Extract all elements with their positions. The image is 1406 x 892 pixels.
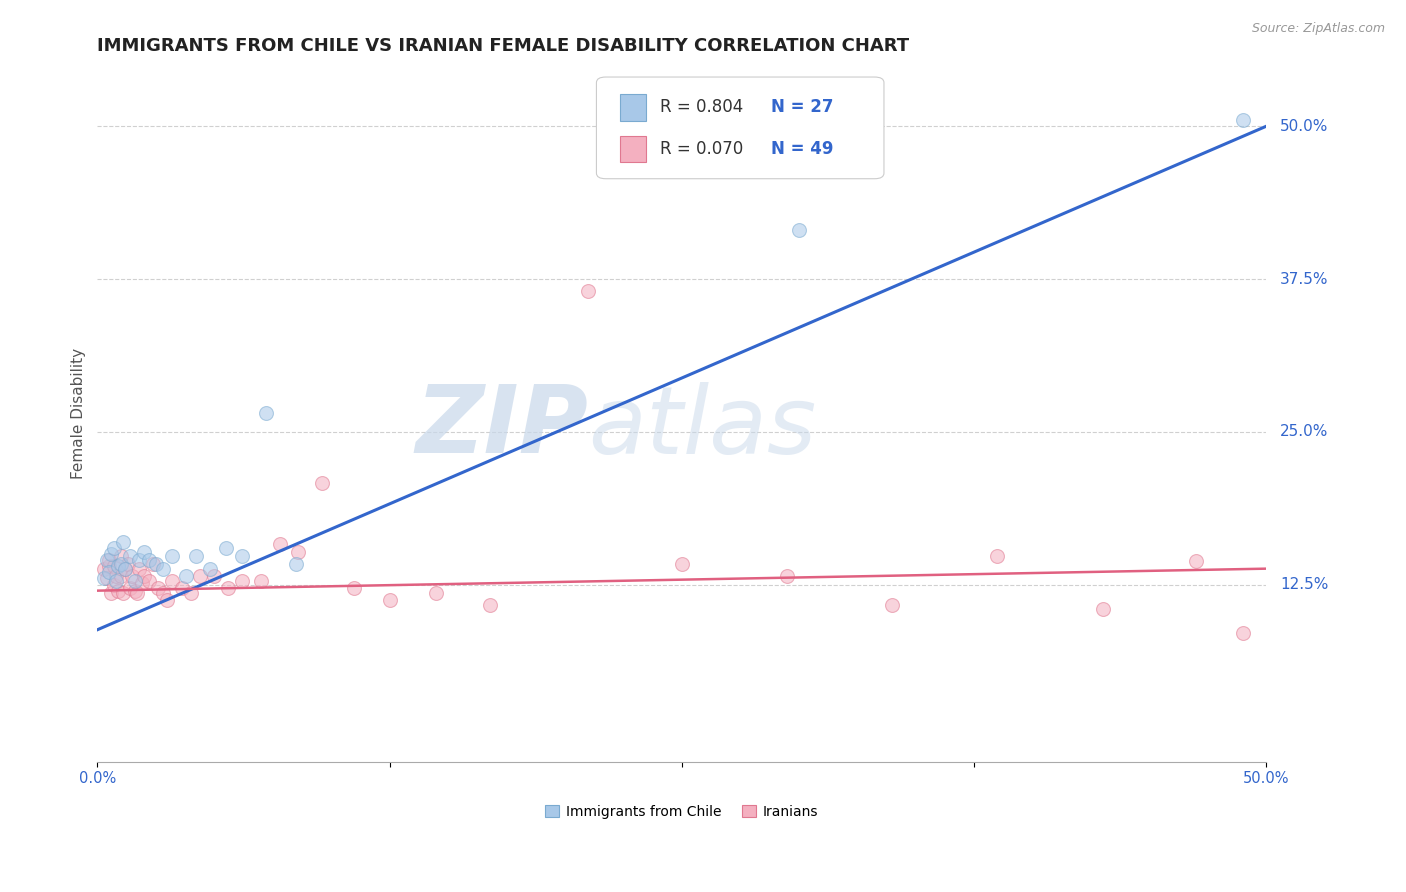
Point <box>128 553 150 567</box>
Point <box>174 569 197 583</box>
Point <box>1232 626 1254 640</box>
Point <box>198 562 221 576</box>
Point <box>117 557 139 571</box>
Point <box>145 557 167 571</box>
Point <box>107 583 129 598</box>
Point <box>96 571 118 585</box>
Point <box>138 553 160 567</box>
Point <box>285 557 308 571</box>
Point <box>103 577 125 591</box>
Point <box>142 557 165 571</box>
Point <box>114 562 136 576</box>
Point <box>787 223 810 237</box>
Point <box>128 562 150 576</box>
Text: R = 0.070: R = 0.070 <box>659 140 759 158</box>
Point <box>146 581 169 595</box>
Point <box>671 557 693 571</box>
Point <box>138 574 160 588</box>
Point <box>425 586 447 600</box>
Point <box>132 569 155 583</box>
Point <box>479 599 502 613</box>
Point <box>132 544 155 558</box>
Point <box>152 586 174 600</box>
Y-axis label: Female Disability: Female Disability <box>72 348 86 479</box>
Point <box>110 569 132 583</box>
Point <box>343 581 366 595</box>
Point <box>131 576 153 591</box>
Text: 50.0%: 50.0% <box>1281 119 1329 134</box>
Point <box>120 581 142 595</box>
Point <box>576 285 599 299</box>
Text: IMMIGRANTS FROM CHILE VS IRANIAN FEMALE DISABILITY CORRELATION CHART: IMMIGRANTS FROM CHILE VS IRANIAN FEMALE … <box>97 37 910 55</box>
Point <box>231 549 253 564</box>
Point <box>188 569 211 583</box>
Point <box>110 557 132 571</box>
Point <box>1091 602 1114 616</box>
Point <box>254 407 277 421</box>
Point <box>170 581 193 595</box>
Point <box>121 569 143 583</box>
Point <box>231 574 253 588</box>
Point <box>107 559 129 574</box>
Point <box>100 586 122 600</box>
Point <box>114 562 136 576</box>
Legend: Immigrants from Chile, Iranians: Immigrants from Chile, Iranians <box>540 799 824 824</box>
Point <box>311 476 333 491</box>
Point <box>105 574 128 588</box>
Point <box>98 559 121 574</box>
Point <box>112 534 135 549</box>
Text: ZIP: ZIP <box>415 382 588 474</box>
FancyBboxPatch shape <box>596 77 884 178</box>
Point <box>100 547 122 561</box>
Point <box>184 549 207 564</box>
Point <box>98 566 121 580</box>
Point <box>287 544 309 558</box>
Point <box>160 549 183 564</box>
Point <box>105 569 128 583</box>
Point <box>103 541 125 555</box>
Point <box>124 583 146 598</box>
Point <box>217 581 239 595</box>
Text: atlas: atlas <box>588 382 817 473</box>
Point <box>250 574 273 588</box>
Text: 12.5%: 12.5% <box>1281 577 1329 592</box>
Point <box>1185 554 1208 568</box>
Point <box>98 553 121 567</box>
Point <box>215 541 238 555</box>
Point <box>93 562 115 576</box>
Point <box>160 574 183 588</box>
FancyBboxPatch shape <box>620 95 645 120</box>
Point <box>96 553 118 567</box>
Point <box>882 599 904 613</box>
Text: R = 0.804: R = 0.804 <box>659 98 759 116</box>
Point <box>1232 113 1254 128</box>
Point <box>986 549 1008 564</box>
Text: N = 49: N = 49 <box>770 140 834 158</box>
Point <box>180 586 202 600</box>
Point <box>269 537 291 551</box>
Point <box>110 549 132 564</box>
FancyBboxPatch shape <box>620 136 645 162</box>
Point <box>378 593 401 607</box>
Point <box>152 562 174 576</box>
Point <box>93 571 115 585</box>
Point <box>202 569 225 583</box>
Point <box>112 586 135 600</box>
Point <box>103 559 125 574</box>
Text: 37.5%: 37.5% <box>1281 271 1329 286</box>
Text: 25.0%: 25.0% <box>1281 425 1329 439</box>
Point <box>127 586 149 600</box>
Text: Source: ZipAtlas.com: Source: ZipAtlas.com <box>1251 22 1385 36</box>
Point <box>156 593 179 607</box>
Text: N = 27: N = 27 <box>770 98 834 116</box>
Point <box>124 574 146 588</box>
Point <box>776 569 799 583</box>
Point <box>120 549 142 564</box>
